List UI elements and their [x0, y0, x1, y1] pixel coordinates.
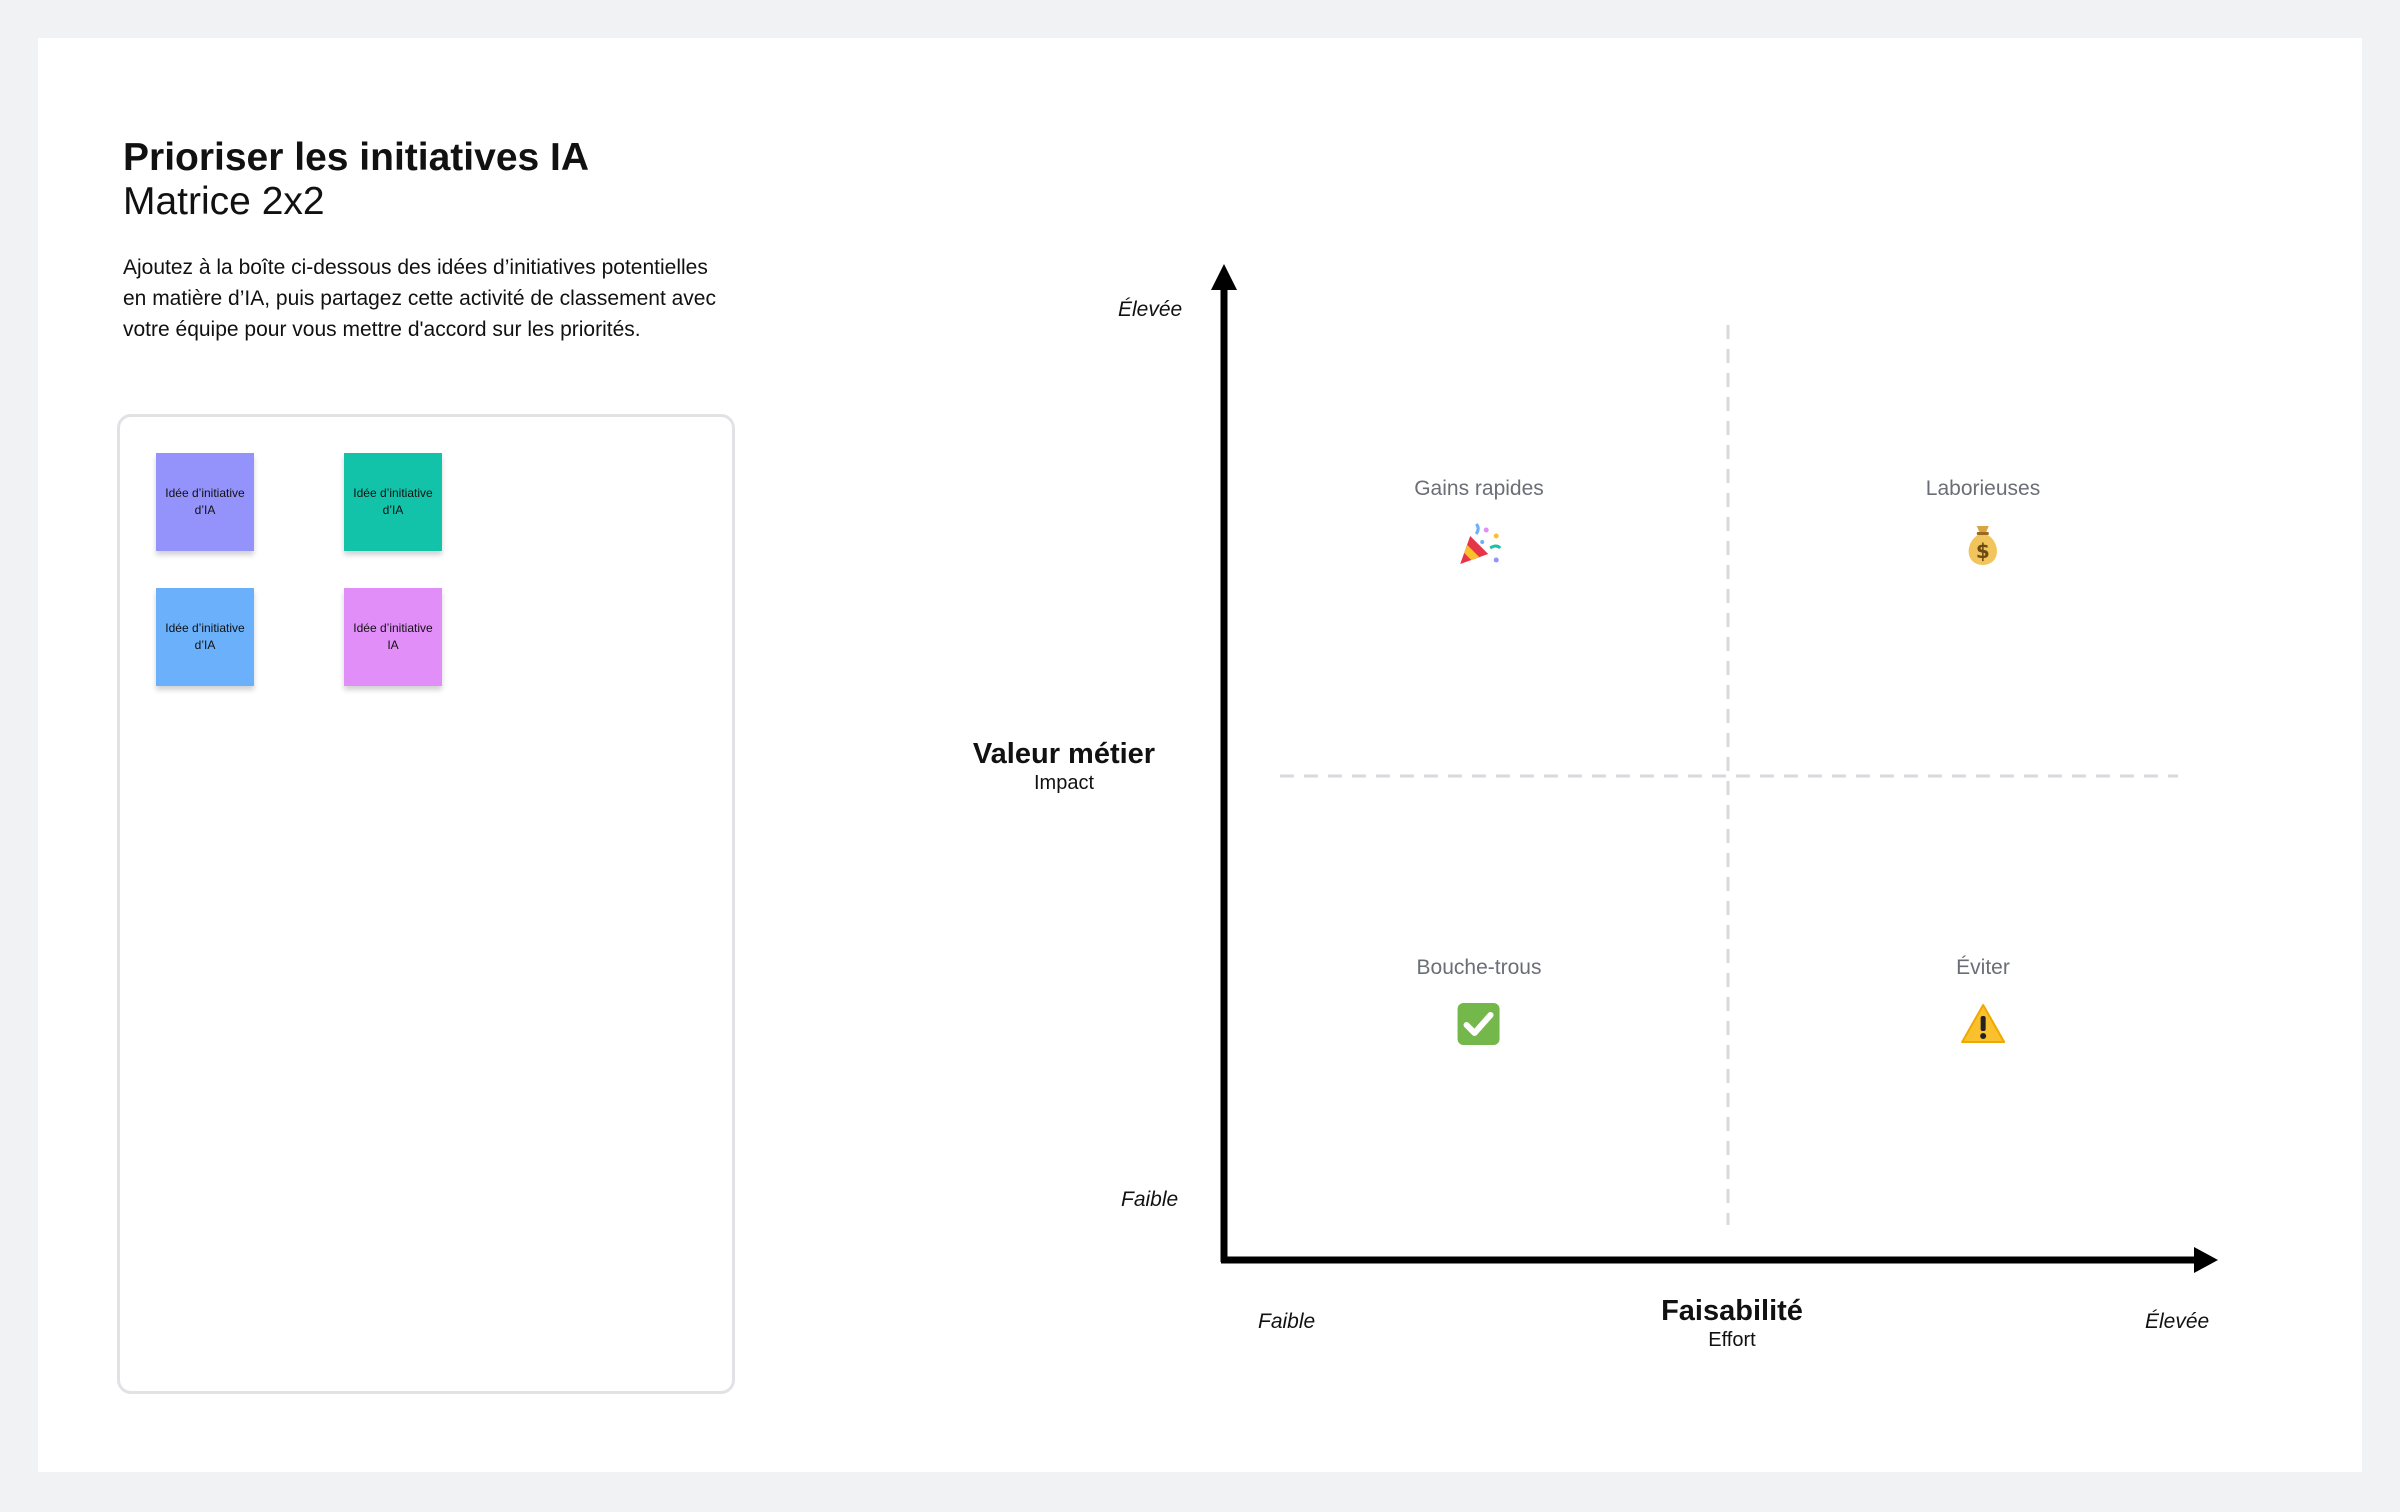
quadrant-bottom-left: Bouche-trous	[1416, 955, 1542, 1047]
quadrant-top-right: Laborieuses $	[1926, 476, 2040, 568]
quadrant-label: Laborieuses	[1925, 477, 2041, 500]
y-axis-title: Valeur métier Impact	[973, 738, 1155, 796]
x-axis-arrowhead	[2194, 1247, 2218, 1273]
y-axis-high-label: Élevée	[1118, 298, 1183, 321]
quadrant-label: Bouche-trous	[1416, 956, 1542, 979]
money-bag-icon: $	[1960, 522, 2006, 568]
warning-icon	[1960, 1001, 2006, 1047]
x-axis-title-sub: Effort	[1708, 1329, 1756, 1351]
sticky-note[interactable]: Idée d’initiative d’IA	[156, 588, 254, 686]
y-axis-title-main: Valeur métier	[972, 738, 1156, 770]
quadrant-bottom-right: Éviter	[1956, 955, 2010, 1047]
ideas-drop-box[interactable]	[117, 414, 735, 1394]
check-mark-icon	[1456, 1001, 1502, 1047]
instructions-text: Ajoutez à la boîte ci-dessous des idées …	[123, 256, 716, 341]
page-subtitle: Matrice 2x2	[123, 180, 325, 223]
quadrant-label: Gains rapides	[1414, 477, 1544, 500]
x-axis-title: Faisabilité Effort	[1661, 1295, 1803, 1353]
x-axis-high-label: Élevée	[2145, 1310, 2210, 1333]
svg-text:$: $	[1976, 539, 1990, 563]
y-axis-title-sub: Impact	[1033, 772, 1095, 794]
quadrant-top-left: Gains rapides	[1414, 476, 1544, 568]
x-axis-title-main: Faisabilité	[1661, 1295, 1803, 1327]
y-axis-arrowhead	[1211, 264, 1237, 290]
x-axis-low-label: Faible	[1258, 1310, 1316, 1333]
page-title: Prioriser les initiatives IA	[123, 136, 590, 179]
sticky-note[interactable]: Idée d’initiative d’IA	[344, 453, 442, 551]
sticky-note[interactable]: Idée d’initiative IA	[344, 588, 442, 686]
party-popper-icon	[1456, 522, 1502, 568]
quadrant-label: Éviter	[1956, 956, 2010, 979]
sticky-note[interactable]: Idée d’initiative d’IA	[156, 453, 254, 551]
y-axis-low-label: Faible	[1121, 1188, 1179, 1211]
